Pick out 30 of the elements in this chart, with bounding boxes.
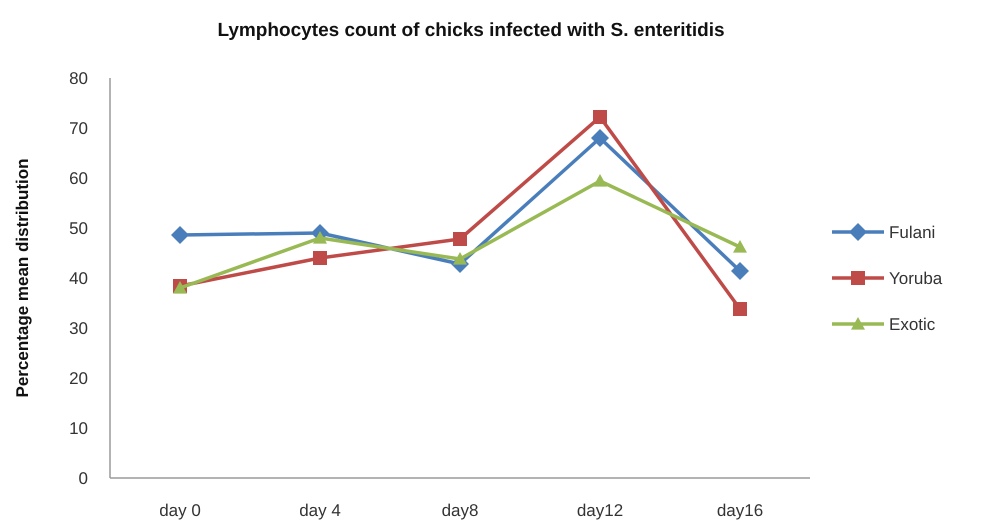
point <box>593 110 607 124</box>
y-tick-label: 20 <box>69 368 88 388</box>
point <box>591 129 609 147</box>
point <box>731 262 749 280</box>
x-tick-label: day8 <box>442 501 478 520</box>
y-tick-label: 30 <box>69 318 88 338</box>
x-tick-label: day12 <box>576 501 624 520</box>
point <box>733 240 747 253</box>
y-axis-title: Percentage mean distribution <box>13 158 32 398</box>
y-tick-label: 10 <box>69 418 88 438</box>
point <box>453 232 467 246</box>
y-tick-label: 70 <box>69 118 88 138</box>
legend-label: Fulani <box>889 222 936 242</box>
point <box>313 251 327 265</box>
point <box>453 252 467 265</box>
y-tick-label: 0 <box>78 468 88 488</box>
point <box>313 231 327 244</box>
chart-title: Lymphocytes count of chicks infected with S. enteritidis <box>217 20 725 41</box>
x-tick-label: day 4 <box>299 501 341 520</box>
point <box>171 226 189 244</box>
y-tick-label: 60 <box>69 168 88 188</box>
y-tick-label: 40 <box>69 268 88 288</box>
point <box>593 174 607 187</box>
x-tick-label: day16 <box>716 501 764 520</box>
y-tick-label: 50 <box>69 218 88 238</box>
legend-label: Yoruba <box>889 268 943 288</box>
x-tick-label: day 0 <box>159 501 201 520</box>
point <box>733 302 747 316</box>
legend-label: Exotic <box>889 314 936 334</box>
y-tick-label: 80 <box>69 68 88 88</box>
